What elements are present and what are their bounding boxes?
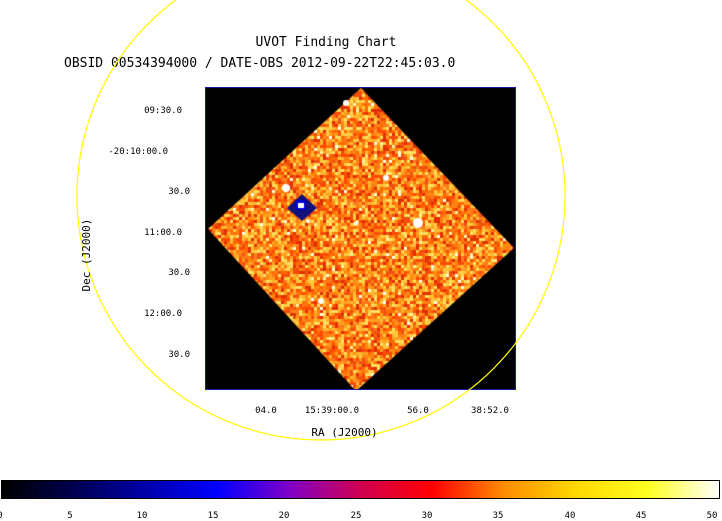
colorbar-tick-label: 0: [0, 511, 15, 521]
colorbar-tick-label: 15: [207, 511, 219, 521]
colorbar-tick-label: 5: [67, 511, 73, 521]
dec-tick-label: 30.0: [168, 268, 190, 278]
ra-tick-label: 56.0: [407, 406, 429, 416]
dec-tick-label: 11:00.0: [144, 228, 182, 238]
chart-title: UVOT Finding Chart: [255, 35, 397, 50]
sky-image-canvas: [206, 88, 515, 389]
colorbar-tick-label: 20: [278, 511, 290, 521]
x-axis-label: RA (J2000): [311, 426, 378, 439]
colorbar-tick-label: 35: [492, 511, 504, 521]
ra-tick-label: 38:52.0: [471, 406, 509, 416]
dec-tick-label: 30.0: [168, 350, 190, 360]
colorbar-tick-label: 10: [136, 511, 148, 521]
ra-tick-label: 15:39:00.0: [304, 406, 360, 416]
dec-tick-label: 30.0: [168, 187, 190, 197]
colorbar-tick-label: 25: [350, 511, 362, 521]
dec-tick-label: 12:00.0: [144, 309, 182, 319]
dec-tick-label: -20:10:00.0: [108, 147, 168, 157]
y-axis-label: Dec (J2000): [80, 218, 93, 292]
colorbar: [1, 480, 720, 499]
colorbar-tick-label: 50: [706, 511, 718, 521]
chart-subtitle: OBSID 00534394000 / DATE-OBS 2012-09-22T…: [64, 56, 456, 71]
dec-tick-label: 09:30.0: [144, 106, 182, 116]
colorbar-tick-label: 40: [564, 511, 576, 521]
sky-image[interactable]: [205, 87, 516, 390]
colorbar-tick-label: 30: [421, 511, 433, 521]
colorbar-tick-label: 45: [635, 511, 647, 521]
ra-tick-label: 04.0: [255, 406, 277, 416]
